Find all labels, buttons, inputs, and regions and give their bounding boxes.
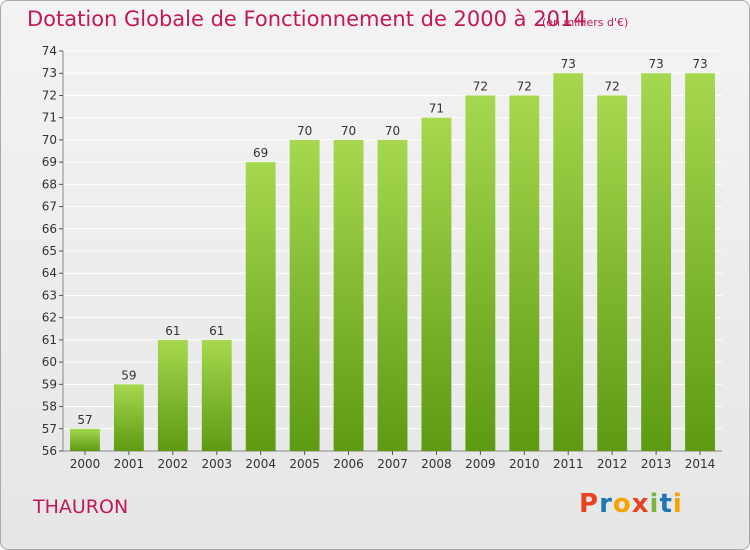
bar-2012: [597, 95, 628, 451]
data-label: 70: [385, 124, 400, 138]
x-axis-ticks: 2000 2001 2002 2003 2004 2005 2006 2007 2008 2009…: [70, 451, 716, 471]
bar-2008: [421, 117, 452, 452]
data-label: 73: [561, 57, 576, 71]
y-tick-label: 58: [42, 400, 57, 414]
bar-2006: [333, 139, 364, 451]
commune-name: THAURON: [33, 496, 129, 518]
y-tick-label: 56: [42, 444, 57, 458]
x-tick-label: 2014: [685, 457, 716, 471]
bar-2010: [509, 95, 540, 451]
data-label: 73: [648, 57, 663, 71]
y-tick-label: 62: [42, 311, 57, 325]
x-tick-label: 2013: [641, 457, 672, 471]
y-tick-label: 60: [42, 355, 57, 369]
bar-2002: [157, 339, 188, 451]
x-tick-label: 2012: [597, 457, 628, 471]
bar-2005: [289, 139, 320, 451]
bar-2007: [377, 139, 408, 451]
data-label: 72: [517, 79, 532, 93]
bar-2011: [553, 73, 584, 451]
x-tick-label: 2002: [158, 457, 189, 471]
logo-letter: o: [612, 489, 632, 519]
x-tick-label: 2007: [377, 457, 408, 471]
bars: [70, 73, 715, 452]
y-axis-ticks: 56 57 58 59 60 61 62 63 64 65 66 67 68 69 70 71 72 73 74: [42, 44, 63, 458]
data-label: 70: [341, 124, 356, 138]
bar-2009: [465, 95, 496, 451]
data-label: 72: [473, 79, 488, 93]
y-tick-label: 68: [42, 177, 57, 191]
logo-letter: r: [599, 489, 613, 519]
data-label: 61: [165, 324, 180, 338]
chart-title: Dotation Globale de Fonctionnement de 20…: [27, 7, 587, 31]
y-tick-label: 63: [42, 288, 57, 302]
data-labels: 57 59 61 61 69 70 70 70 71 72 72 73 72 73 73: [77, 57, 707, 427]
y-tick-label: 65: [42, 244, 57, 258]
y-tick-label: 69: [42, 155, 57, 169]
y-tick-label: 64: [42, 266, 57, 280]
bar-2003: [201, 339, 232, 451]
y-tick-label: 73: [42, 66, 57, 80]
x-tick-label: 2011: [553, 457, 584, 471]
data-label: 69: [253, 146, 268, 160]
y-tick-label: 70: [42, 133, 57, 147]
bar-2013: [641, 73, 672, 451]
y-tick-label: 71: [42, 111, 57, 125]
data-label: 59: [121, 368, 136, 382]
proxiti-logo: Proxiti: [579, 489, 683, 519]
x-tick-label: 2010: [509, 457, 540, 471]
logo-letter: i: [672, 489, 683, 519]
data-label: 57: [77, 413, 92, 427]
data-label: 70: [297, 124, 312, 138]
y-tick-label: 74: [42, 44, 57, 58]
data-label: 71: [429, 102, 444, 116]
data-label: 72: [605, 79, 620, 93]
bar-2004: [245, 162, 276, 451]
logo-letter: i: [649, 489, 660, 519]
y-tick-label: 66: [42, 222, 57, 236]
y-tick-label: 59: [42, 377, 57, 391]
x-tick-label: 2006: [333, 457, 364, 471]
x-tick-label: 2003: [201, 457, 232, 471]
chart-subtitle: (en milliers d'€): [542, 16, 629, 29]
y-tick-label: 67: [42, 200, 57, 214]
x-tick-label: 2008: [421, 457, 452, 471]
y-tick-label: 57: [42, 422, 57, 436]
x-tick-label: 2001: [114, 457, 145, 471]
y-tick-label: 61: [42, 333, 57, 347]
logo-letter: t: [659, 489, 673, 519]
bar-2000: [70, 428, 100, 451]
x-tick-label: 2004: [245, 457, 276, 471]
bar-2014: [685, 73, 715, 451]
logo-letter: x: [631, 489, 650, 519]
data-label: 73: [692, 57, 707, 71]
x-tick-label: 2009: [465, 457, 496, 471]
bar-2001: [113, 384, 144, 451]
logo-letter: P: [579, 489, 600, 519]
y-tick-label: 72: [42, 88, 57, 102]
x-tick-label: 2005: [289, 457, 320, 471]
x-tick-label: 2000: [70, 457, 101, 471]
data-label: 61: [209, 324, 224, 338]
